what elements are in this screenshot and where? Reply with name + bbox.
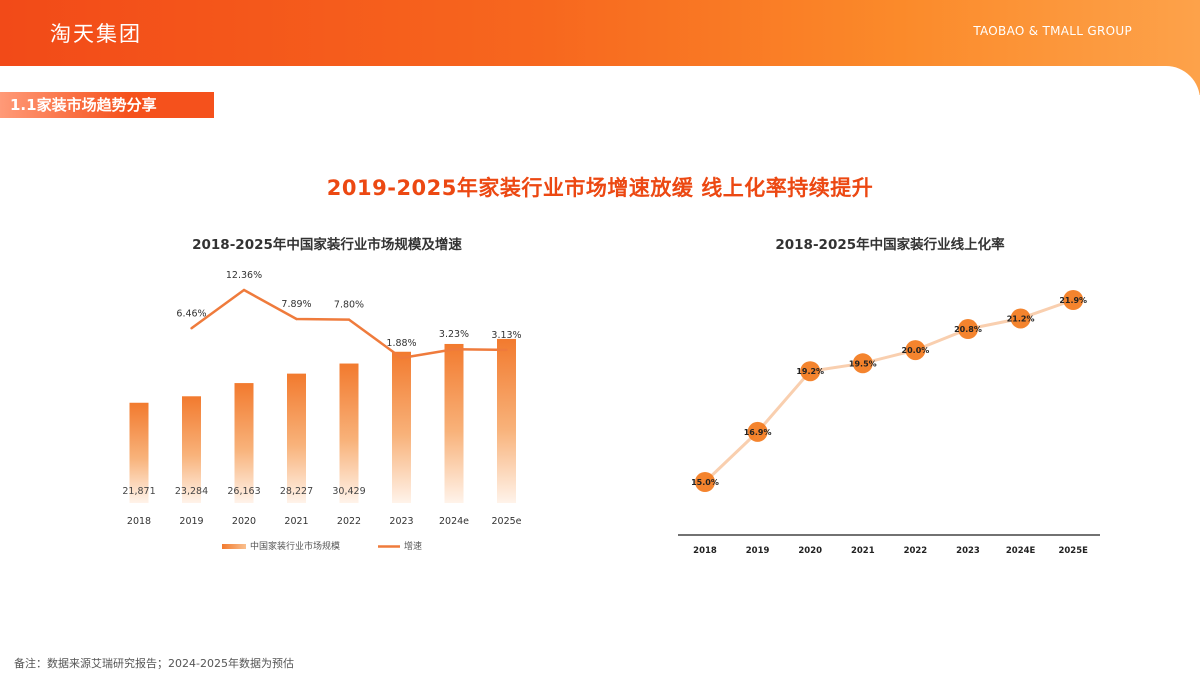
- bar-2019: [182, 396, 201, 503]
- right-x-tick-label-2024E: 2024E: [1006, 546, 1036, 556]
- growth-label-2023: 1.88%: [386, 338, 416, 349]
- x-tick-label-2018: 2018: [127, 516, 151, 527]
- growth-point-2019: [190, 327, 193, 330]
- online-rate-point-2018: [695, 472, 715, 492]
- bar-value-label-2021: 28,227: [280, 486, 313, 497]
- right-x-tick-label-2019: 2019: [746, 546, 770, 556]
- bar-value-label-2020: 26,163: [227, 486, 260, 497]
- bar-2024e: [444, 343, 464, 503]
- online-rate-point-2022: [905, 340, 926, 361]
- bar-value-label-2018: 21,871: [122, 486, 155, 497]
- online-rate-point-2020: [800, 361, 821, 382]
- online-rate-label-2021: 19.5%: [849, 359, 877, 368]
- growth-label-2024e: 3.23%: [439, 329, 469, 340]
- x-tick-label-2020: 2020: [232, 516, 256, 527]
- right-x-tick-label-2025E: 2025E: [1058, 546, 1088, 556]
- growth-point-2021: [295, 317, 298, 321]
- footnote: 备注：数据来源艾瑞研究报告；2024-2025年数据为预估: [14, 657, 294, 670]
- legend-label-bar: 中国家装行业市场规模: [250, 540, 340, 552]
- x-tick-label-2024e: 2024e: [439, 516, 469, 527]
- online-rate-label-2023: 20.8%: [954, 325, 982, 334]
- bar-2022: [339, 363, 359, 503]
- growth-point-2022: [347, 318, 351, 321]
- right-x-tick-label-2021: 2021: [851, 546, 875, 556]
- right-x-tick-label-2018: 2018: [693, 546, 717, 556]
- online-rate-point-2021: [852, 353, 873, 374]
- x-tick-label-2022: 2022: [337, 516, 361, 527]
- online-rate-label-2022: 20.0%: [902, 346, 930, 355]
- x-tick-label-2019: 2019: [179, 516, 203, 527]
- bar-value-label-2022: 30,429: [332, 486, 365, 497]
- right-x-tick-label-2022: 2022: [904, 546, 928, 556]
- section-tag: 1.1家装市场趋势分享: [0, 92, 214, 118]
- bar-2021: [287, 373, 306, 503]
- online-rate-label-2018: 15.0%: [691, 478, 719, 487]
- brand-name-en: TAOBAO & TMALL GROUP: [973, 24, 1132, 38]
- growth-point-2023: [400, 356, 403, 360]
- growth-point-2020: [242, 288, 246, 292]
- x-tick-label-2025e: 2025e: [491, 516, 521, 527]
- growth-label-2019: 6.46%: [176, 308, 206, 319]
- bar-2023: [392, 351, 411, 503]
- online-rate-label-2019: 16.9%: [744, 428, 772, 437]
- brand-name-cn: 淘天集团: [50, 22, 142, 46]
- page-title: 2019-2025年家装行业市场增速放缓 线上化率持续提升: [326, 176, 874, 200]
- online-rate-point-2025E: [1063, 290, 1084, 310]
- growth-point-2025e: [505, 348, 508, 352]
- x-tick-label-2021: 2021: [284, 516, 308, 527]
- x-tick-label-2023: 2023: [389, 516, 413, 527]
- legend-label-line: 增速: [404, 540, 422, 552]
- growth-label-2021: 7.89%: [281, 299, 311, 310]
- left-chart-title: 2018-2025年中国家装行业市场规模及增速: [192, 237, 462, 253]
- growth-label-2020: 12.36%: [226, 270, 262, 281]
- online-rate-point-2019: [747, 421, 768, 442]
- right-x-tick-label-2020: 2020: [798, 546, 822, 556]
- growth-point-2024e: [452, 348, 456, 351]
- content-panel: [0, 66, 1200, 675]
- bar-2025e: [497, 338, 516, 503]
- growth-label-2025e: 3.13%: [491, 330, 521, 341]
- bar-2018: [129, 402, 149, 503]
- right-x-tick-label-2023: 2023: [956, 546, 980, 556]
- online-rate-label-2020: 19.2%: [796, 367, 824, 376]
- online-rate-label-2025E: 21.9%: [1059, 296, 1087, 305]
- right-chart-title: 2018-2025年中国家装行业线上化率: [775, 237, 1005, 253]
- online-rate-point-2023: [958, 319, 978, 340]
- legend-swatch-bar: [222, 544, 246, 549]
- online-rate-point-2024E: [1010, 308, 1031, 329]
- growth-label-2022: 7.80%: [334, 300, 364, 311]
- bar-value-label-2019: 23,284: [175, 486, 208, 497]
- online-rate-label-2024E: 21.2%: [1007, 314, 1035, 323]
- bar-2020: [234, 383, 254, 503]
